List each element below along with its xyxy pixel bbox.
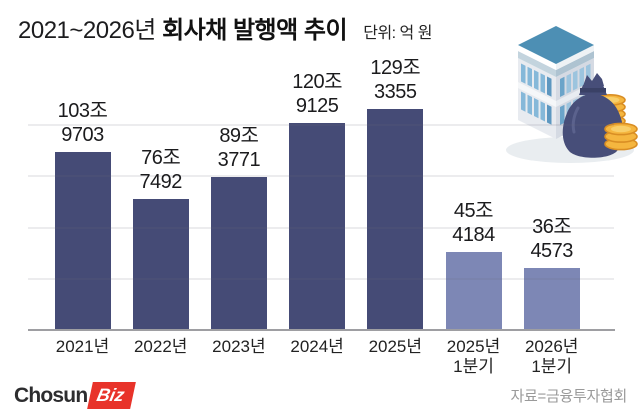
title-year-range: 2021~2026년	[18, 17, 156, 44]
value-label: 89조 3771	[217, 125, 261, 172]
gridline	[28, 226, 614, 229]
title-main: 회사채 발행액 추이	[162, 17, 348, 44]
gridline	[28, 124, 614, 126]
page-title: 2021~2026년 회사채 발행액 추이 단위: 억 원	[18, 16, 432, 49]
value-label: 129조 3355	[370, 57, 421, 104]
x-axis-label: 2023년	[212, 337, 266, 356]
unit-label: 단위: 억 원	[363, 25, 432, 42]
x-axis-label: 2021년	[55, 337, 110, 356]
value-label: 45조 4184	[452, 200, 495, 247]
gridline	[28, 175, 614, 178]
coins-icon	[604, 122, 638, 151]
gridline	[28, 277, 614, 280]
bar-2023년	[210, 177, 267, 330]
logo-biz-badge: Biz	[87, 382, 137, 409]
x-axis-label: 2025년 1분기	[446, 337, 501, 376]
value-label: 36조 4573	[530, 215, 573, 262]
chosunbiz-logo: Chosun Biz	[14, 382, 137, 409]
logo-chosun-text: Chosun	[14, 383, 88, 407]
value-label: 120조 9125	[292, 71, 342, 118]
bar-2021년	[54, 152, 111, 330]
x-axis-label: 2025년	[368, 337, 423, 356]
value-label: 76조 7492	[139, 146, 182, 193]
value-label: 103조 9703	[57, 100, 108, 147]
x-axis-label: 2024년	[290, 337, 344, 356]
bar-2025년	[367, 109, 424, 330]
bar-2022년	[132, 198, 189, 330]
x-axis-label: 2022년	[133, 337, 188, 356]
x-axis-label: 2026년 1분기	[524, 337, 579, 376]
bar-2026년-1분기	[523, 267, 580, 330]
bar-2025년-1분기	[445, 252, 502, 330]
x-axis-line	[28, 329, 615, 331]
bar-2024년	[289, 123, 346, 330]
source-credit: 자료=금융투자협회	[510, 388, 628, 405]
building-money-illustration	[506, 26, 638, 163]
